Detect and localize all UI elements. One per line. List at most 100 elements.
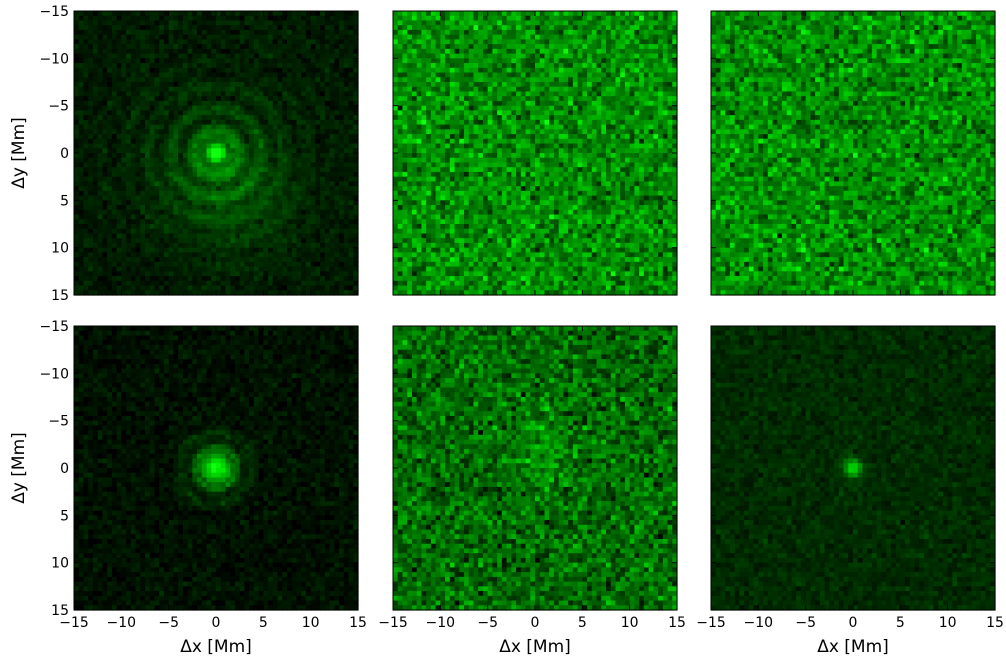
- heatmap-cell: [502, 58, 507, 63]
- heatmap-cell: [344, 20, 349, 25]
- heatmap-cell: [440, 87, 445, 92]
- heatmap-cell: [225, 172, 230, 177]
- heatmap-cell: [126, 172, 131, 177]
- heatmap-cell: [79, 115, 84, 120]
- heatmap-cell: [292, 68, 297, 73]
- heatmap-cell: [417, 25, 422, 30]
- heatmap-cell: [173, 196, 178, 201]
- heatmap-cell: [287, 87, 292, 92]
- heatmap-cell: [315, 16, 320, 21]
- heatmap-cell: [554, 82, 559, 87]
- heatmap-cell: [93, 286, 98, 291]
- heatmap-cell: [93, 16, 98, 21]
- heatmap-cell: [268, 210, 273, 215]
- heatmap-cell: [169, 30, 174, 35]
- heatmap-cell: [592, 54, 597, 59]
- heatmap-cell: [202, 106, 207, 111]
- heatmap-cell: [278, 252, 283, 257]
- heatmap-cell: [83, 139, 88, 144]
- heatmap-cell: [320, 262, 325, 267]
- heatmap-cell: [301, 238, 306, 243]
- heatmap-cell: [79, 54, 84, 59]
- heatmap-cell: [301, 96, 306, 101]
- heatmap-cell: [225, 257, 230, 262]
- heatmap-cell: [563, 115, 568, 120]
- heatmap-cell: [249, 82, 254, 87]
- heatmap-cell: [344, 87, 349, 92]
- heatmap-cell: [121, 224, 126, 229]
- heatmap-cell: [79, 68, 84, 73]
- heatmap-cell: [154, 172, 159, 177]
- heatmap-cell: [159, 257, 164, 262]
- heatmap-cell: [644, 58, 649, 63]
- heatmap-cell: [426, 96, 431, 101]
- heatmap-cell: [102, 181, 107, 186]
- heatmap-cell: [483, 30, 488, 35]
- heatmap-cell: [183, 101, 188, 106]
- heatmap-cell: [93, 139, 98, 144]
- heatmap-cell: [483, 106, 488, 111]
- heatmap-cell: [296, 215, 301, 220]
- heatmap-cell: [330, 215, 335, 220]
- heatmap-cell: [88, 167, 93, 172]
- heatmap-cell: [197, 167, 202, 172]
- heatmap-cell: [611, 30, 616, 35]
- heatmap-cell: [173, 44, 178, 49]
- heatmap-cell: [601, 77, 606, 82]
- heatmap-cell: [188, 196, 193, 201]
- heatmap-cell: [421, 96, 426, 101]
- heatmap-cell: [173, 87, 178, 92]
- heatmap-cell: [121, 49, 126, 54]
- heatmap-cell: [273, 73, 278, 78]
- heatmap-cell: [301, 73, 306, 78]
- heatmap-cell: [663, 49, 668, 54]
- heatmap-cell: [292, 233, 297, 238]
- heatmap-cell: [296, 30, 301, 35]
- heatmap-cell: [188, 248, 193, 253]
- heatmap-cell: [164, 257, 169, 262]
- heatmap-cell: [98, 58, 103, 63]
- heatmap-cell: [178, 233, 183, 238]
- heatmap-cell: [140, 276, 145, 281]
- heatmap-cell: [339, 63, 344, 68]
- heatmap-cell: [74, 73, 79, 78]
- heatmap-cell: [230, 58, 235, 63]
- heatmap-cell: [417, 110, 422, 115]
- heatmap-cell: [393, 63, 398, 68]
- heatmap-cell: [334, 196, 339, 201]
- heatmap-cell: [263, 210, 268, 215]
- heatmap-cell: [88, 129, 93, 134]
- heatmap-cell: [412, 96, 417, 101]
- heatmap-cell: [235, 224, 240, 229]
- heatmap-cell: [620, 20, 625, 25]
- heatmap-cell: [178, 200, 183, 205]
- heatmap-cell: [244, 248, 249, 253]
- heatmap-cell: [112, 63, 117, 68]
- heatmap-cell: [540, 91, 545, 96]
- heatmap-cell: [526, 16, 531, 21]
- heatmap-cell: [268, 191, 273, 196]
- heatmap-cell: [507, 106, 512, 111]
- heatmap-cell: [301, 16, 306, 21]
- heatmap-cell: [169, 229, 174, 234]
- heatmap-cell: [497, 39, 502, 44]
- heatmap-cell: [88, 25, 93, 30]
- heatmap-cell: [107, 39, 112, 44]
- heatmap-cell: [625, 63, 630, 68]
- heatmap-cell: [440, 63, 445, 68]
- heatmap-cell: [188, 219, 193, 224]
- heatmap-cell: [320, 30, 325, 35]
- heatmap-cell: [568, 39, 573, 44]
- heatmap-cell: [473, 49, 478, 54]
- heatmap-cell: [88, 286, 93, 291]
- heatmap-cell: [521, 63, 526, 68]
- heatmap-cell: [568, 20, 573, 25]
- heatmap-cell: [568, 73, 573, 78]
- heatmap-cell: [417, 82, 422, 87]
- heatmap-cell: [183, 44, 188, 49]
- heatmap-cell: [526, 35, 531, 40]
- heatmap-cell: [230, 267, 235, 272]
- heatmap-cell: [339, 186, 344, 191]
- heatmap-cell: [268, 129, 273, 134]
- heatmap-cell: [334, 58, 339, 63]
